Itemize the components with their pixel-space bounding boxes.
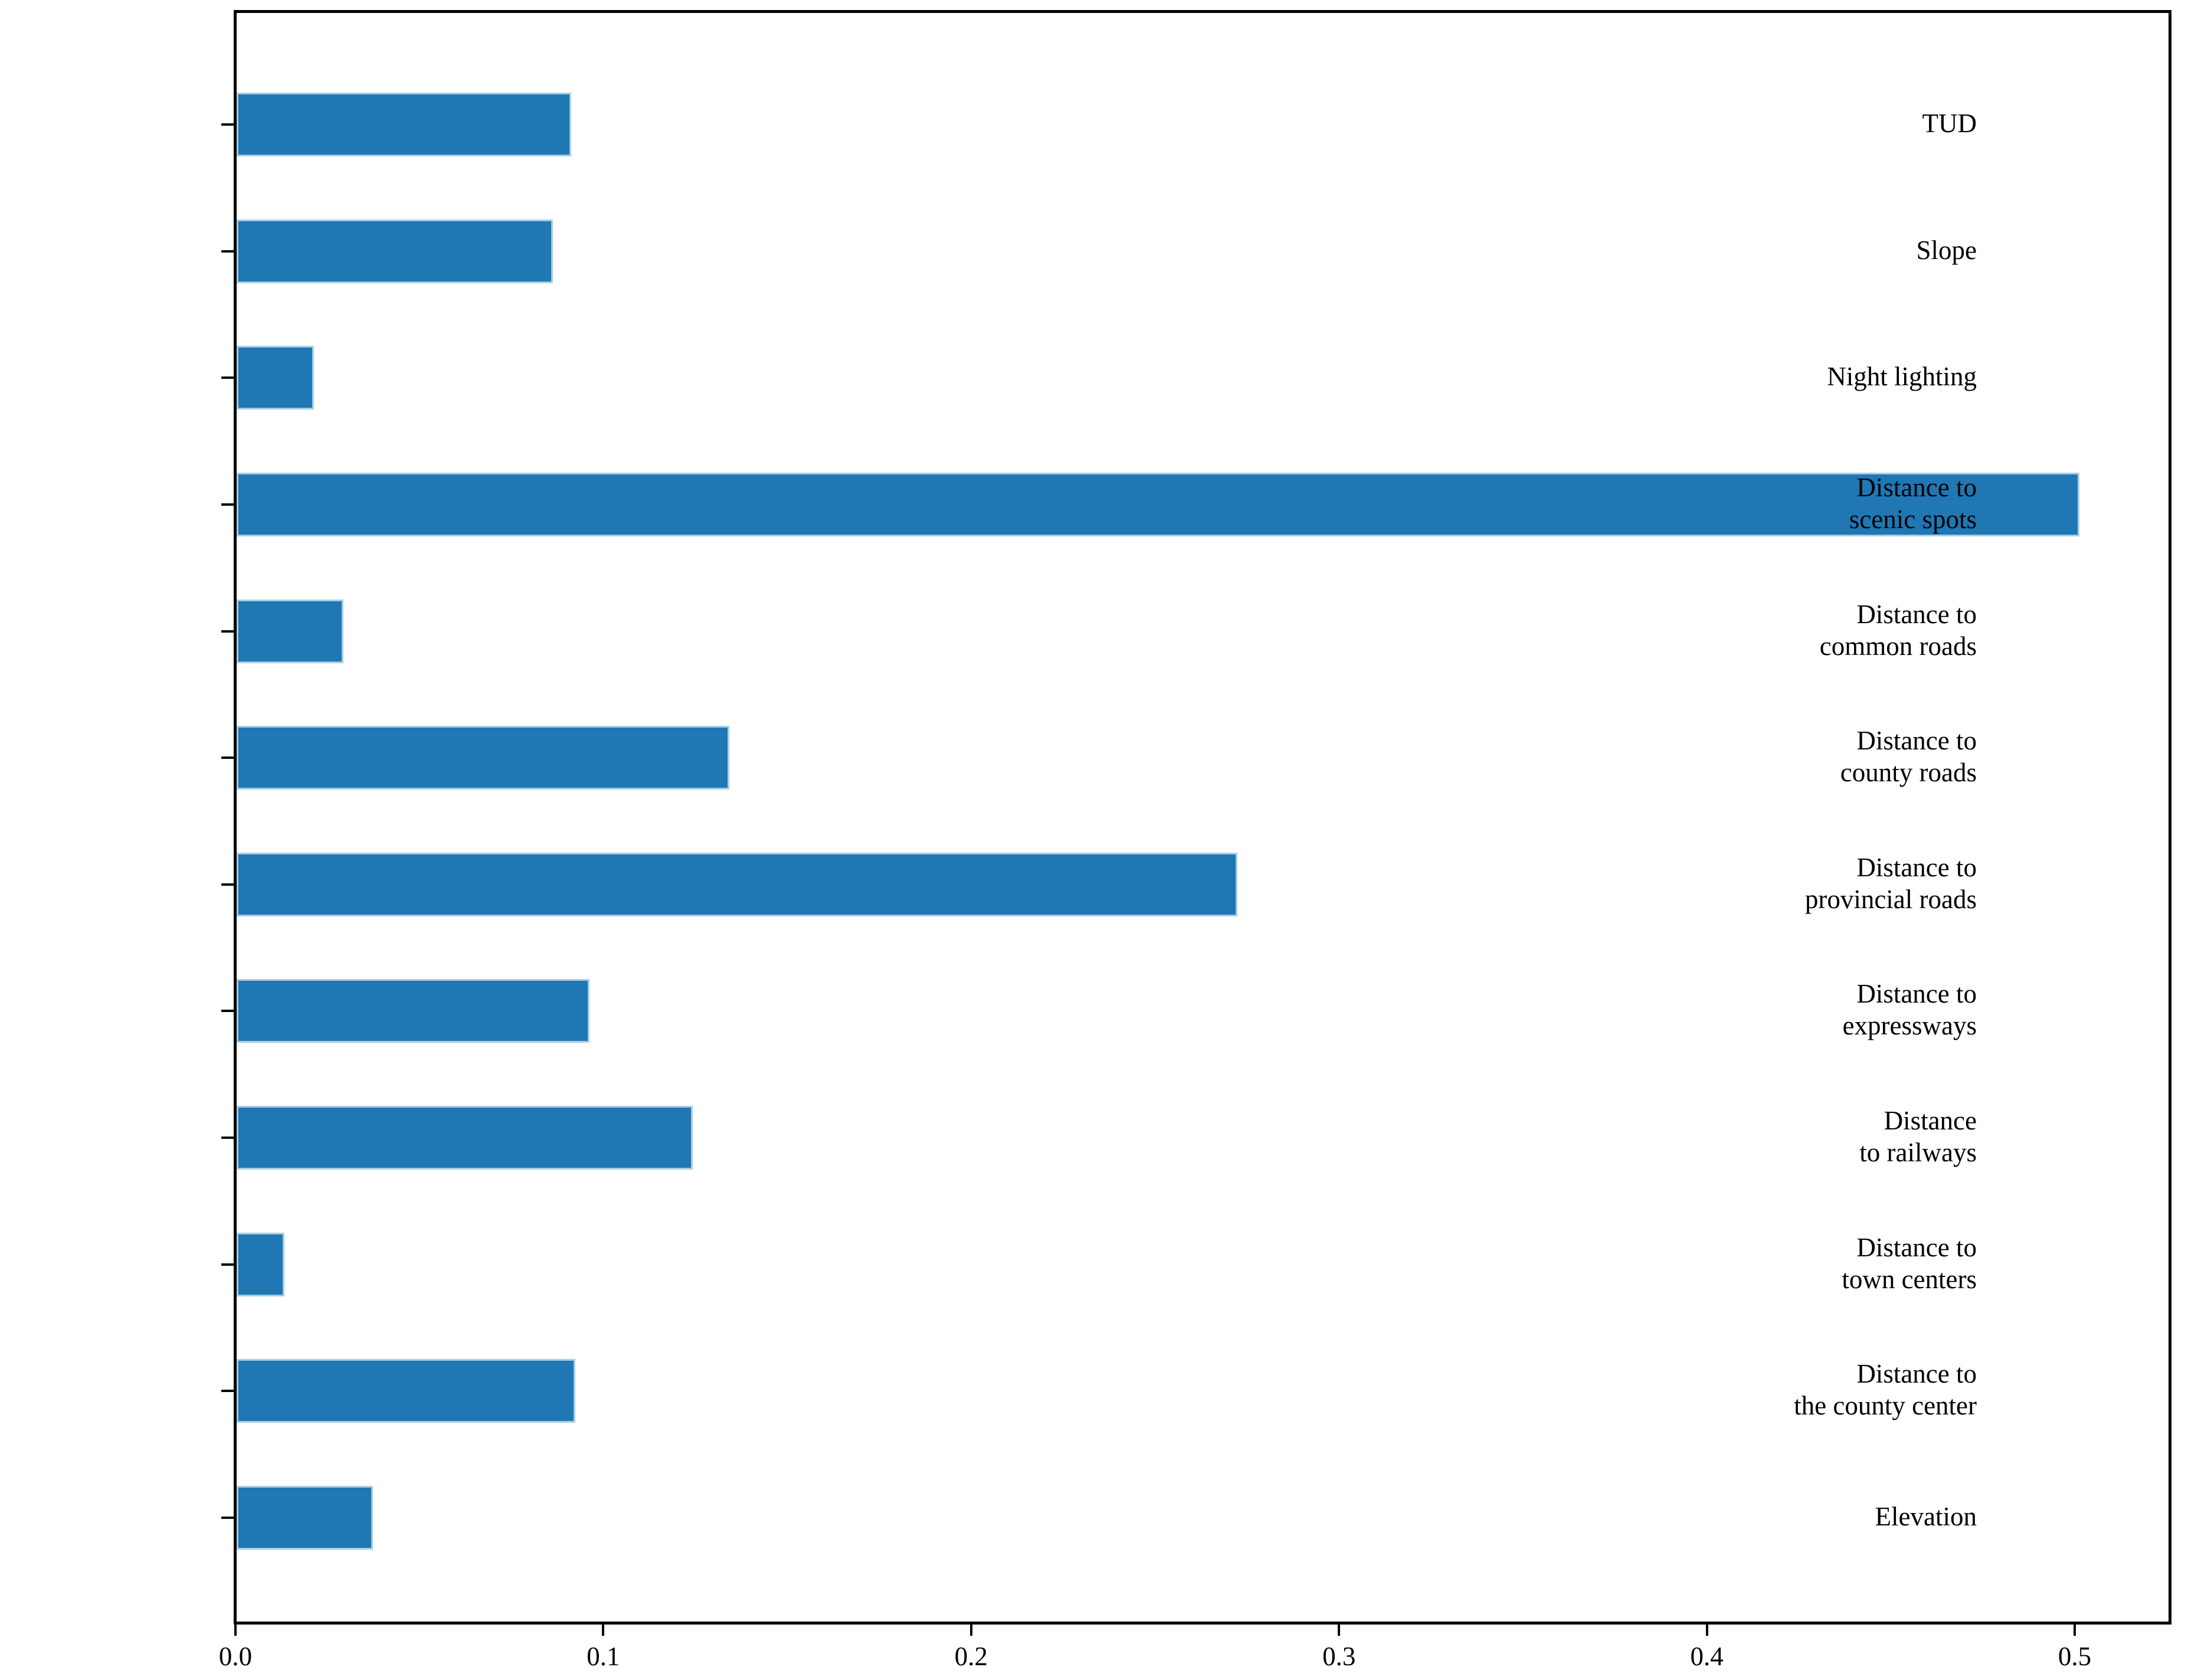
x-tick-label: 0.4	[1690, 1642, 1724, 1671]
y-tick-label: Night lighting	[1827, 362, 1977, 392]
y-tick-label: TUD	[1922, 109, 1977, 138]
y-tick-mark	[221, 883, 234, 886]
x-tick-mark	[969, 1623, 972, 1636]
y-tick-mark	[221, 1010, 234, 1013]
bar-distance-to-county-roads	[237, 726, 729, 790]
y-tick-mark	[221, 1517, 234, 1519]
bar-tud	[237, 93, 571, 156]
y-tick-label: Distance to town centers	[1842, 1232, 1977, 1294]
y-tick-label: Elevation	[1875, 1502, 1977, 1532]
x-tick-mark	[1338, 1623, 1341, 1636]
y-tick-mark	[221, 376, 234, 379]
y-tick-label: Distance to expressways	[1842, 979, 1977, 1041]
bar-night-lighting	[237, 346, 314, 410]
bar-distance-to-the-county-center	[237, 1359, 575, 1423]
y-tick-label: Distance to the county center	[1794, 1359, 1977, 1421]
y-tick-mark	[221, 250, 234, 253]
x-tick-label: 0.1	[587, 1642, 620, 1671]
x-tick-mark	[234, 1623, 237, 1636]
y-tick-mark	[221, 123, 234, 126]
x-tick-mark	[2074, 1623, 2076, 1636]
bar-elevation	[237, 1486, 373, 1550]
y-tick-label: Distance to common roads	[1819, 599, 1977, 661]
y-tick-label: Distance to railways	[1859, 1106, 1977, 1168]
bar-distance-to-common-roads	[237, 599, 343, 663]
bar-slope	[237, 219, 553, 283]
x-tick-label: 0.0	[218, 1642, 253, 1671]
y-tick-mark	[221, 1390, 234, 1393]
y-tick-label: Distance to provincial roads	[1804, 852, 1977, 914]
x-tick-label: 0.3	[1322, 1642, 1356, 1671]
bar-distance-to-expressways	[237, 979, 589, 1043]
y-tick-mark	[221, 1263, 234, 1266]
y-tick-label: Slope	[1916, 235, 1977, 265]
bar-distance-to-scenic-spots	[237, 472, 2079, 536]
y-tick-label: Distance to county roads	[1840, 726, 1977, 788]
bar-distance-to-railways	[237, 1106, 693, 1170]
bar-distance-to-provincial-roads	[237, 852, 1237, 916]
bar-distance-to-town-centers	[237, 1232, 284, 1296]
y-tick-label: Distance to scenic spots	[1849, 472, 1977, 534]
x-tick-label: 0.5	[2058, 1642, 2092, 1671]
y-tick-mark	[221, 757, 234, 759]
y-tick-mark	[221, 503, 234, 506]
y-tick-mark	[221, 1137, 234, 1139]
x-tick-mark	[602, 1623, 605, 1636]
y-tick-mark	[221, 630, 234, 633]
plot-area	[234, 10, 2171, 1625]
x-tick-mark	[1705, 1623, 1708, 1636]
x-tick-label: 0.2	[954, 1642, 988, 1671]
